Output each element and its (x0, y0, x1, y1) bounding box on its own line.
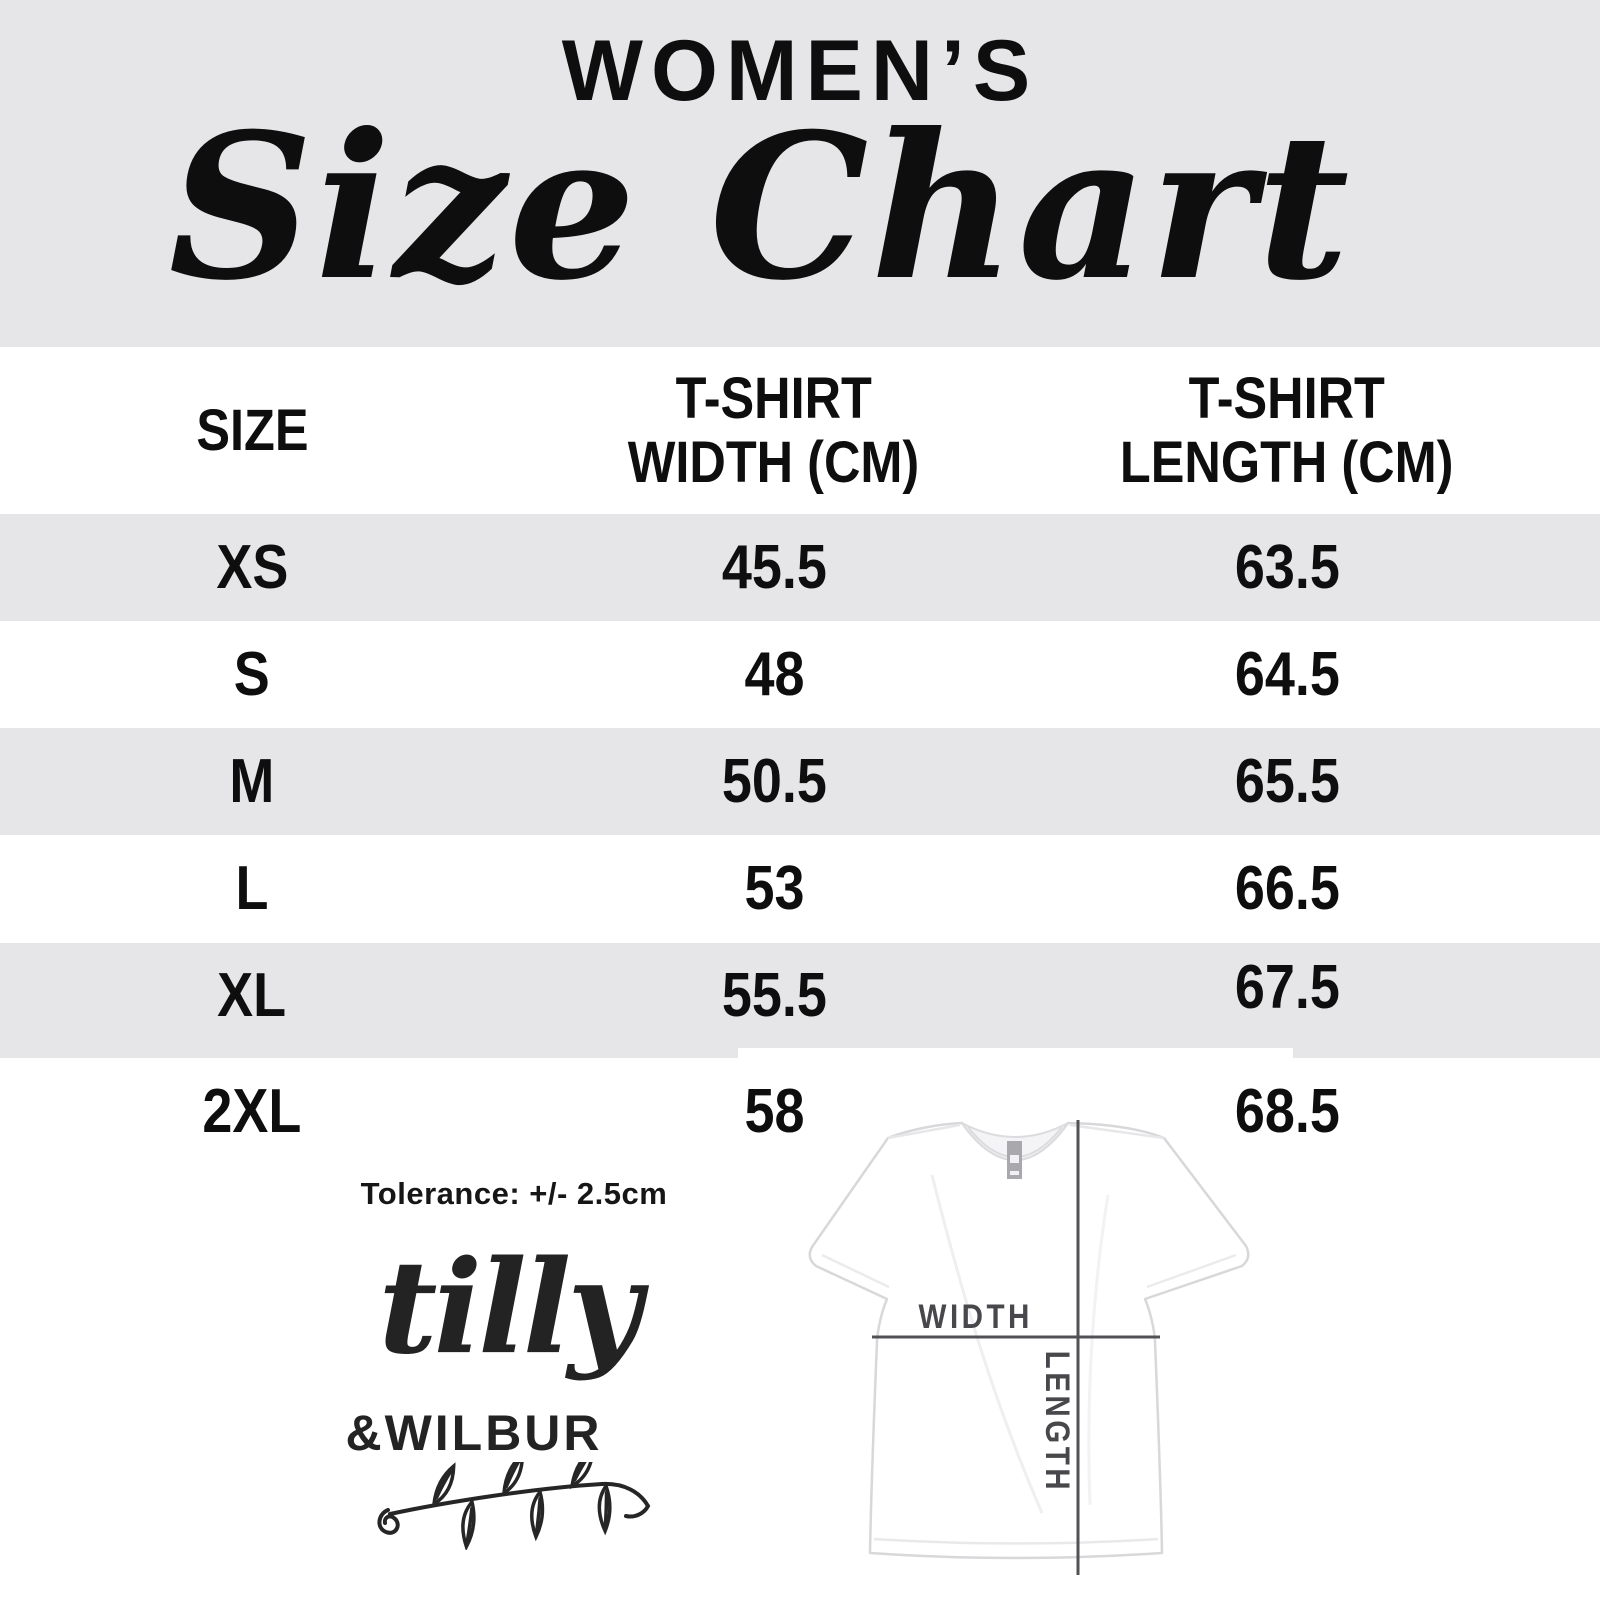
length-value: 64.5 (1234, 639, 1340, 709)
length-value: 65.5 (1234, 746, 1340, 816)
width-value: 48 (743, 639, 805, 709)
tshirt-photo-illustration (808, 1120, 1250, 1575)
header-eyebrow: WOMEN’S (561, 23, 1039, 119)
length-value: 66.5 (1234, 854, 1340, 923)
table-row-l: L 53 66.5 (0, 835, 1600, 943)
width-value: 50.5 (721, 746, 827, 816)
page-title: Size Chart (168, 90, 1352, 325)
size-label: M (229, 746, 275, 816)
column-header-width-line1: T-SHIRT (675, 365, 873, 431)
xl-row-white-notch (738, 1048, 1293, 1058)
size-label: XS (216, 532, 288, 602)
width-value: 53 (743, 854, 805, 923)
length-value: 68.5 (1234, 1076, 1340, 1146)
column-header-size-label: SIZE (195, 397, 309, 463)
brand-logo-subname: &WILBUR (345, 1405, 603, 1461)
column-header-length-line1: T-SHIRT (1188, 365, 1386, 431)
width-value: 58 (743, 1076, 805, 1146)
size-label: L (235, 854, 269, 923)
tshirt-diagram: WIDTH LENGTH (790, 1075, 1290, 1590)
table-row-xs: XS 45.5 63.5 (0, 514, 1600, 621)
column-header-length: T-SHIRT LENGTH (CM) (1037, 347, 1537, 514)
length-value: 67.5 (1234, 952, 1340, 1022)
brand-logo-script: tilly (378, 1233, 641, 1383)
column-header-width-line2: WIDTH (CM) (628, 429, 920, 495)
width-value: 45.5 (721, 532, 827, 602)
column-header-size: SIZE (2, 347, 502, 514)
header-band: WOMEN’S Size Chart (0, 0, 1600, 347)
width-measure-label: WIDTH (918, 1298, 1034, 1336)
column-header-length-line2: LENGTH (CM) (1120, 429, 1454, 495)
size-label: 2XL (202, 1076, 302, 1146)
size-label: XL (217, 960, 287, 1030)
size-label: S (234, 639, 270, 709)
table-row-xl: XL 55.5 67.5 (0, 943, 1600, 1058)
width-value: 55.5 (721, 960, 827, 1030)
length-value: 63.5 (1234, 532, 1340, 602)
laurel-branch-icon (377, 1462, 651, 1550)
length-measure-label: LENGTH (1038, 1350, 1076, 1494)
tolerance-note: Tolerance: +/- 2.5cm (360, 1176, 668, 1211)
column-header-width: T-SHIRT WIDTH (CM) (524, 347, 1024, 514)
table-row-s: S 48 64.5 (0, 621, 1600, 728)
table-header-row: SIZE T-SHIRT WIDTH (CM) T-SHIRT LENGTH (… (0, 347, 1600, 514)
table-row-2xl: 2XL 58 68.5 (0, 1058, 1600, 1165)
table-row-m: M 50.5 65.5 (0, 728, 1600, 835)
